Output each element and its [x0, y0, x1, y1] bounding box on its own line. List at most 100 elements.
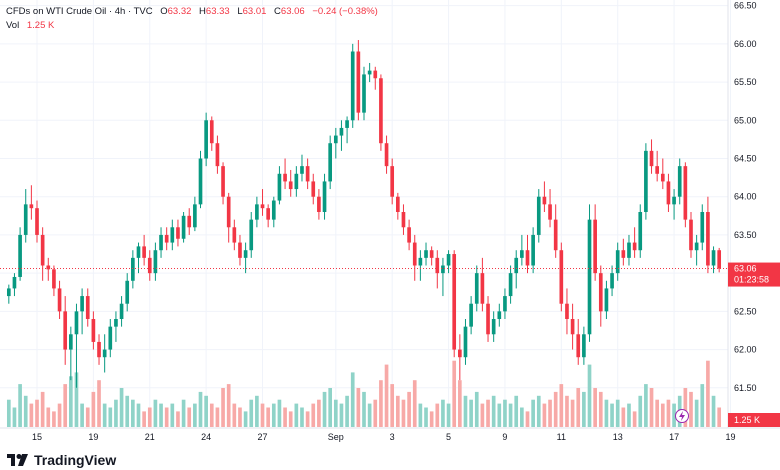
open-value: 63.32	[167, 6, 192, 17]
time-tick-label: 3	[390, 432, 395, 442]
low-value: 63.01	[242, 6, 267, 17]
candle-body	[604, 288, 609, 312]
volume-bar	[317, 399, 321, 427]
candle-body	[689, 219, 693, 251]
volume-bar	[395, 395, 400, 427]
price-tick-label: 65.00	[734, 115, 757, 125]
volume-bar	[458, 380, 462, 427]
volume-bar	[356, 388, 361, 427]
candle-body	[542, 196, 547, 205]
time-tick-label: 27	[258, 432, 268, 442]
volume-bar	[339, 403, 344, 427]
volume-bar	[91, 391, 96, 427]
candle-body	[644, 150, 648, 212]
candle-body	[711, 250, 716, 266]
volume-bar	[294, 403, 299, 427]
candle-body	[452, 254, 457, 350]
candle-body	[395, 196, 400, 212]
time-axis[interactable]: 15 19 21 24 27 Sep 3 5 9 11 13 17 19	[32, 432, 735, 442]
candle-body	[147, 257, 152, 274]
candle-body	[379, 78, 383, 144]
volume-bar	[362, 391, 366, 427]
volume-bar	[480, 403, 485, 427]
volume-bar	[288, 411, 293, 427]
candle-body	[362, 74, 366, 113]
volume-bar	[187, 407, 192, 427]
candle-body	[570, 319, 575, 335]
candle-body	[610, 273, 614, 289]
price-tick-label: 66.50	[734, 1, 757, 11]
candle-body	[153, 250, 158, 274]
volume-bar	[503, 399, 507, 427]
volume-label[interactable]: Vol	[6, 20, 20, 31]
volume-bar	[40, 391, 45, 427]
volume-bar	[587, 364, 592, 427]
candle-body	[226, 196, 231, 228]
open-label: O	[160, 6, 168, 17]
volume-bar	[46, 407, 51, 427]
volume-bar	[52, 411, 56, 427]
symbol-description[interactable]: CFDs on WTI Crude Oil · 4h · TVC	[6, 6, 153, 17]
candle-body	[401, 212, 406, 228]
volume-bar	[649, 388, 654, 427]
candle-body	[508, 273, 513, 297]
candle-body	[632, 242, 637, 251]
volume-bar	[520, 407, 524, 427]
volume-bar	[598, 391, 603, 427]
volume-bar	[660, 403, 665, 427]
candle-body	[536, 196, 541, 235]
volume-bar	[553, 391, 558, 427]
candle-body	[69, 334, 73, 350]
candle-body	[294, 173, 299, 190]
tradingview-logo[interactable]: TradingView	[7, 452, 116, 468]
candle-body	[23, 204, 28, 235]
volume-bar	[621, 407, 626, 427]
volume-bar	[469, 399, 473, 427]
price-tick-label: 64.50	[734, 154, 757, 164]
candle-body	[424, 250, 428, 258]
candle-body	[181, 215, 186, 239]
candle-body	[249, 219, 254, 251]
candle-body	[486, 303, 490, 335]
volume-bar	[238, 407, 242, 427]
volume-bar	[559, 384, 564, 427]
lightning-icon[interactable]	[675, 409, 689, 423]
candle-body	[339, 127, 344, 136]
time-tick-label: Sep	[328, 432, 344, 442]
volume-bar	[548, 399, 552, 427]
time-tick-label: 24	[201, 432, 211, 442]
candle-body	[333, 135, 338, 144]
price-axis[interactable]: 66.5066.0065.5065.0064.5064.0063.5063.00…	[734, 1, 757, 393]
volume-bar	[35, 399, 39, 427]
chart-legend[interactable]: CFDs on WTI Crude Oil · 4h · TVC O63.32 …	[6, 5, 378, 33]
price-tick-label: 62.00	[734, 345, 757, 355]
candle-body	[373, 70, 378, 79]
volume-bar	[260, 403, 265, 427]
volume-bar	[694, 399, 699, 427]
candle-body	[283, 173, 287, 182]
candle-body	[193, 204, 197, 228]
change-value: −0.24 (−0.38%)	[312, 6, 378, 17]
volume-bar	[221, 388, 225, 427]
volume-bar	[97, 380, 101, 427]
volume-bar	[412, 380, 417, 427]
volume-value: 1.25 K	[26, 20, 55, 31]
volume-bar	[85, 407, 90, 427]
current-price-label: 63.06	[734, 264, 757, 274]
volume-bar	[531, 399, 535, 427]
volume-bar	[446, 403, 451, 427]
candle-body	[356, 51, 361, 113]
candle-body	[114, 319, 118, 327]
candle-body	[74, 311, 79, 335]
volume-bar	[407, 391, 411, 427]
volume-bar	[80, 403, 84, 427]
candle-body	[164, 234, 169, 243]
candle-body	[615, 250, 620, 274]
price-tick-label: 64.00	[734, 192, 757, 202]
volume-bar	[300, 407, 304, 427]
volume-bar	[632, 411, 637, 427]
candle-body	[198, 158, 203, 205]
candle-body	[305, 166, 310, 182]
volume-bar	[29, 403, 34, 427]
